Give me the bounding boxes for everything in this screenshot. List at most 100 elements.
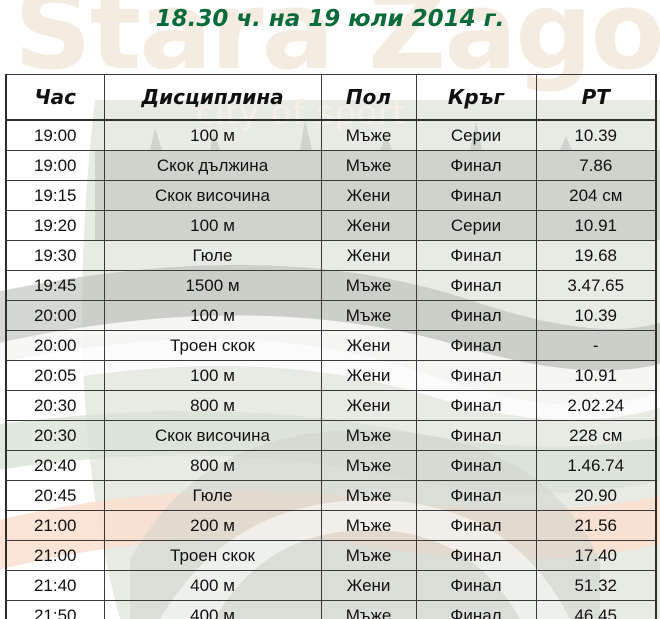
cell-rec: 2.02.24: [535, 390, 657, 421]
schedule-table: Час Дисциплина Пол Кръг РТ 19:00 100 м Мъж…: [5, 74, 657, 619]
cell-time: 19:20: [5, 210, 105, 241]
cell-round: Финал: [415, 150, 537, 181]
cell-time: 20:40: [5, 450, 105, 481]
cell-disc: Скок дължина: [103, 150, 322, 181]
cell-time: 20:05: [5, 360, 105, 391]
cell-sex: Мъже: [320, 119, 417, 151]
cell-disc: 1500 м: [103, 270, 322, 301]
table-row: 19:00 Скок дължина Мъже Финал 7.86: [5, 150, 657, 181]
cell-rec: 46.45: [535, 600, 657, 619]
cell-sex: Жени: [320, 210, 417, 241]
cell-rec: 10.91: [535, 210, 657, 241]
cell-rec: 3.47.65: [535, 270, 657, 301]
cell-sex: Мъже: [320, 420, 417, 451]
cell-disc: 400 м: [103, 600, 322, 619]
cell-sex: Мъже: [320, 270, 417, 301]
cell-round: Финал: [415, 450, 537, 481]
cell-rec: 228 см: [535, 420, 657, 451]
cell-disc: 100 м: [103, 119, 322, 151]
cell-disc: Скок височина: [103, 420, 322, 451]
cell-round: Серии: [415, 210, 537, 241]
cell-round: Финал: [415, 570, 537, 601]
cell-disc: 800 м: [103, 450, 322, 481]
cell-sex: Мъже: [320, 450, 417, 481]
cell-sex: Мъже: [320, 540, 417, 571]
cell-time: 21:40: [5, 570, 105, 601]
table-row: 21:40 400 м Жени Финал 51.32: [5, 570, 657, 601]
cell-round: Финал: [415, 300, 537, 331]
page-title: 18.30 ч. на 19 юли 2014 г.: [155, 6, 505, 32]
cell-rec: 20.90: [535, 480, 657, 511]
schedule-table-wrapper: Час Дисциплина Пол Кръг РТ 19:00 100 м Мъж…: [5, 74, 657, 619]
cell-rec: 10.91: [535, 360, 657, 391]
table-row: 19:00 100 м Мъже Серии 10.39: [5, 119, 657, 151]
table-header: Час Дисциплина Пол Кръг РТ: [5, 74, 657, 121]
cell-time: 20:00: [5, 300, 105, 331]
cell-round: Финал: [415, 510, 537, 541]
cell-time: 20:00: [5, 330, 105, 361]
cell-time: 19:00: [5, 150, 105, 181]
cell-time: 20:30: [5, 390, 105, 421]
cell-round: Финал: [415, 360, 537, 391]
cell-sex: Жени: [320, 240, 417, 271]
table-row: 20:45 Гюле Мъже Финал 20.90: [5, 480, 657, 511]
cell-sex: Жени: [320, 570, 417, 601]
cell-round: Финал: [415, 540, 537, 571]
cell-round: Финал: [415, 180, 537, 211]
cell-round: Финал: [415, 240, 537, 271]
table-row: 19:30 Гюле Жени Финал 19.68: [5, 240, 657, 271]
cell-disc: Троен скок: [103, 330, 322, 361]
cell-disc: 400 м: [103, 570, 322, 601]
table-row: 20:30 Скок височина Мъже Финал 228 см: [5, 420, 657, 451]
cell-round: Серии: [415, 119, 537, 151]
table-header-row: Час Дисциплина Пол Кръг РТ: [5, 74, 657, 121]
cell-time: 19:15: [5, 180, 105, 211]
cell-time: 20:45: [5, 480, 105, 511]
table-row: 21:50 400 м Мъже Финал 46.45: [5, 600, 657, 619]
cell-rec: 21.56: [535, 510, 657, 541]
table-row: 20:05 100 м Жени Финал 10.91: [5, 360, 657, 391]
table-body: 19:00 100 м Мъже Серии 10.39 19:00 Скок дължин…: [5, 119, 657, 619]
cell-disc: Скок височина: [103, 180, 322, 211]
cell-disc: Гюле: [103, 480, 322, 511]
cell-time: 21:50: [5, 600, 105, 619]
column-header-time: Час: [5, 74, 105, 121]
cell-sex: Мъже: [320, 480, 417, 511]
cell-time: 21:00: [5, 540, 105, 571]
cell-sex: Мъже: [320, 300, 417, 331]
cell-rec: 51.32: [535, 570, 657, 601]
cell-sex: Мъже: [320, 510, 417, 541]
table-row: 20:00 100 м Мъже Финал 10.39: [5, 300, 657, 331]
cell-disc: Гюле: [103, 240, 322, 271]
cell-disc: 800 м: [103, 390, 322, 421]
cell-disc: 100 м: [103, 210, 322, 241]
column-header-record: РТ: [535, 74, 657, 121]
cell-rec: 10.39: [535, 119, 657, 151]
cell-time: 21:00: [5, 510, 105, 541]
cell-rec: 204 см: [535, 180, 657, 211]
column-header-discipline: Дисциплина: [103, 74, 322, 121]
cell-sex: Жени: [320, 360, 417, 391]
cell-rec: 10.39: [535, 300, 657, 331]
column-header-sex: Пол: [320, 74, 417, 121]
cell-disc: Троен скок: [103, 540, 322, 571]
cell-disc: 200 м: [103, 510, 322, 541]
cell-time: 19:30: [5, 240, 105, 271]
cell-rec: -: [535, 330, 657, 361]
cell-round: Финал: [415, 600, 537, 619]
cell-time: 19:00: [5, 119, 105, 151]
table-row: 21:00 Троен скок Мъже Финал 17.40: [5, 540, 657, 571]
cell-sex: Жени: [320, 390, 417, 421]
cell-round: Финал: [415, 420, 537, 451]
cell-rec: 1.46.74: [535, 450, 657, 481]
table-row: 21:00 200 м Мъже Финал 21.56: [5, 510, 657, 541]
table-row: 19:20 100 м Жени Серии 10.91: [5, 210, 657, 241]
cell-rec: 7.86: [535, 150, 657, 181]
cell-rec: 19.68: [535, 240, 657, 271]
table-row: 19:45 1500 м Мъже Финал 3.47.65: [5, 270, 657, 301]
cell-sex: Жени: [320, 180, 417, 211]
cell-round: Финал: [415, 330, 537, 361]
cell-round: Финал: [415, 270, 537, 301]
cell-round: Финал: [415, 480, 537, 511]
